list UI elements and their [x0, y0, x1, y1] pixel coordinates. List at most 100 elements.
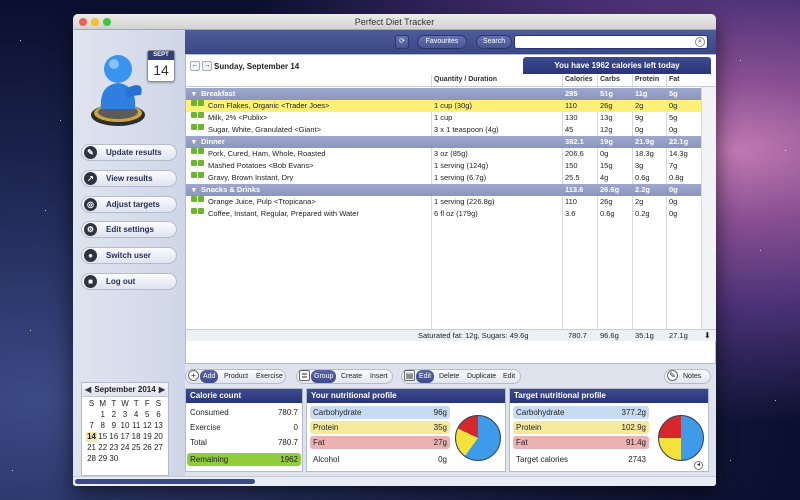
fat-cell: 5g [669, 89, 678, 98]
product-button[interactable]: Product [224, 373, 249, 380]
food-item-row[interactable]: Orange Juice, Pulp <Tropicana> 1 serving … [186, 196, 701, 208]
calendar-day[interactable]: 5 [145, 410, 150, 419]
favourites-button[interactable]: Favourites [417, 35, 467, 49]
calendar-day[interactable]: 19 [142, 432, 152, 441]
calendar-day[interactable]: 7 [89, 421, 94, 430]
calendar-day[interactable]: 3 [122, 410, 128, 419]
swap-arrows-icon[interactable] [191, 100, 205, 106]
calendar-day[interactable]: 25 [131, 443, 141, 452]
calendar-day[interactable]: 16 [109, 432, 119, 441]
calendar-day[interactable]: 2 [111, 410, 117, 419]
insert-button[interactable]: Insert [370, 373, 388, 380]
calendar-day[interactable]: 21 [87, 443, 97, 452]
calendar-day[interactable]: 9 [111, 421, 117, 430]
swap-arrows-icon[interactable] [191, 124, 205, 130]
disclosure-triangle-icon[interactable]: ▾ [192, 137, 196, 146]
calendar-day[interactable]: 26 [142, 443, 152, 452]
swap-arrows-icon[interactable] [191, 112, 205, 118]
edit-item-button[interactable]: Edit [503, 373, 516, 380]
food-item-row[interactable]: Corn Flakes, Organic <Trader Joes> 1 cup … [186, 100, 701, 112]
log-out-button[interactable]: ■ Log out [81, 273, 177, 290]
calendar-day[interactable]: 1 [100, 410, 105, 419]
swap-arrows-icon[interactable] [191, 208, 205, 214]
delete-button[interactable]: Delete [439, 373, 460, 380]
calendar-day[interactable]: 29 [98, 454, 108, 463]
add-button[interactable]: Add [200, 370, 219, 383]
calendar-day[interactable]: 15 [98, 432, 108, 441]
calendar-day[interactable]: 6 [156, 410, 161, 419]
calendar-day[interactable]: 18 [131, 432, 141, 441]
calendar-day[interactable]: 10 [120, 421, 130, 430]
calendar-day[interactable]: 27 [153, 443, 163, 452]
edit-button[interactable]: Edit [416, 370, 435, 383]
food-item-row[interactable]: Coffee, Instant, Regular, Prepared with … [186, 208, 701, 220]
your-protein-row: Protein 35g [310, 421, 450, 434]
prev-day-icon[interactable]: ← [190, 61, 200, 71]
calories-cell: 110 [565, 197, 577, 206]
food-item-row[interactable]: Gravy, Brown Instant, Dry 1 serving (6.7g… [186, 172, 701, 184]
food-item-row[interactable]: Milk, 2% <Publix> 1 cup 130 13g 9g 5g [186, 112, 701, 124]
food-item-row[interactable]: Sugar, White, Granulated <Giant> 3 x 1 te… [186, 124, 701, 136]
swap-arrows-icon[interactable] [191, 160, 205, 166]
switch-user-button[interactable]: ● Switch user [81, 247, 177, 264]
magnifier-icon[interactable]: ⌕ [695, 37, 705, 47]
chart-icon: ↗ [84, 172, 97, 185]
calendar-day[interactable]: 12 [142, 421, 152, 430]
adjust-targets-button[interactable]: ◎ Adjust targets [81, 196, 177, 213]
calendar-day[interactable]: 24 [120, 443, 130, 452]
calendar-day[interactable]: 11 [131, 421, 141, 430]
next-month-icon[interactable]: ▶ [158, 385, 165, 394]
col-qty-header[interactable]: Quantity / Duration [434, 76, 497, 83]
calendar-day[interactable]: 14 [86, 432, 98, 442]
swap-arrows-icon[interactable] [191, 148, 205, 154]
search-input[interactable]: ⌕ [514, 35, 708, 49]
meal-group-row[interactable]: ▾ Breakfast 285 51g 11g 5g [186, 88, 701, 100]
calendar-day[interactable]: 17 [120, 432, 130, 441]
disclosure-triangle-icon[interactable]: ▾ [192, 89, 196, 98]
update-results-button[interactable]: ✎ Update results [81, 144, 177, 161]
disclosure-triangle-icon[interactable]: ▾ [192, 185, 196, 194]
search-button[interactable]: Search [476, 35, 512, 49]
edit-settings-button[interactable]: ⚙ Edit settings [81, 221, 177, 238]
duplicate-button[interactable]: Duplicate [467, 373, 497, 380]
calendar-day[interactable]: 4 [133, 410, 139, 419]
weekday-label: S [88, 399, 95, 408]
col-fat-header[interactable]: Fat [669, 76, 680, 83]
calendar-day[interactable]: 22 [98, 443, 108, 452]
minimize-window-button[interactable] [91, 18, 99, 26]
meal-group-row[interactable]: ▾ Snacks & Drinks 113.6 26.6g 2.2g 0g [186, 184, 701, 196]
calendar-day[interactable]: 13 [153, 421, 163, 430]
zoom-window-button[interactable] [103, 18, 111, 26]
create-button[interactable]: Create [341, 373, 363, 380]
swap-arrows-icon[interactable] [191, 196, 205, 202]
sync-icon[interactable]: ⟳ [395, 35, 409, 49]
food-item-row[interactable]: Mashed Potatoes <Bob Evans> 1 serving (12… [186, 160, 701, 172]
calendar-day[interactable]: 23 [109, 443, 119, 452]
prev-month-icon[interactable]: ◀ [85, 385, 92, 394]
exercise-button[interactable]: Exercise [256, 373, 283, 380]
scrollbar-thumb[interactable] [75, 479, 255, 484]
swap-arrows-icon[interactable] [191, 172, 205, 178]
group-icon: ≣ [299, 370, 310, 381]
food-item-row[interactable]: Pork, Cured, Ham, Whole, Roasted 3 oz (85… [186, 148, 701, 160]
protein-cell: 9g [635, 113, 644, 122]
col-calories-header[interactable]: Calories [565, 76, 593, 83]
col-protein-header[interactable]: Protein [635, 76, 660, 83]
horizontal-scrollbar[interactable] [73, 476, 716, 486]
group-button[interactable]: Group [311, 370, 337, 383]
view-results-button[interactable]: ↗ View results [81, 170, 177, 187]
calories-cell: 285 [565, 89, 578, 98]
scroll-down-icon[interactable]: ⬇ [704, 331, 711, 340]
date-badge[interactable]: SEPT 14 [147, 50, 175, 82]
next-day-icon[interactable]: → [202, 61, 212, 71]
info-icon[interactable]: ◂ [694, 461, 703, 470]
close-window-button[interactable] [79, 18, 87, 26]
calendar-day[interactable]: 8 [100, 421, 105, 430]
calendar-day[interactable]: 30 [109, 454, 119, 463]
notes-button[interactable]: ✎ Notes [664, 369, 711, 384]
meal-group-row[interactable]: ▾ Dinner 382.1 19g 21.9g 22.1g [186, 136, 701, 148]
col-carbs-header[interactable]: Carbs [600, 76, 620, 83]
vertical-scrollbar[interactable] [701, 87, 716, 329]
calendar-day[interactable]: 20 [153, 432, 163, 441]
calendar-day[interactable]: 28 [87, 454, 97, 463]
